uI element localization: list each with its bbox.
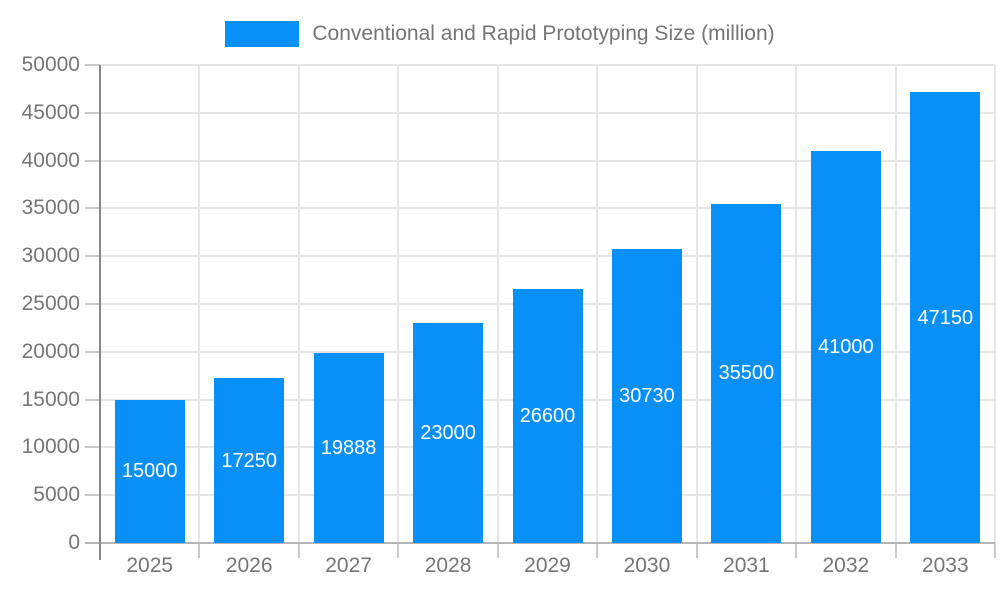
y-tick	[85, 111, 100, 114]
y-gridline	[100, 64, 995, 66]
y-tick	[85, 159, 100, 162]
x-axis-label: 2026	[225, 554, 273, 577]
x-gridline	[496, 65, 499, 543]
x-gridline	[994, 65, 996, 543]
x-gridline	[894, 65, 897, 543]
y-tick	[85, 303, 100, 305]
y-axis-label: 10000	[21, 435, 80, 459]
x-tick	[695, 543, 698, 558]
y-axis-line	[99, 65, 101, 560]
y-axis-label: 50000	[21, 53, 80, 76]
bar-value-label: 30730	[619, 385, 675, 408]
bar[interactable]: 30730	[611, 249, 682, 543]
y-gridline	[100, 159, 995, 162]
y-axis-label: 30000	[21, 244, 80, 268]
y-axis-label: 25000	[21, 292, 80, 315]
bar-value-label: 15000	[121, 460, 178, 483]
x-tick	[994, 543, 996, 558]
x-axis-line	[85, 542, 995, 544]
y-tick	[85, 446, 100, 449]
x-tick	[297, 543, 300, 558]
x-axis-label: 2030	[623, 554, 671, 577]
x-gridline	[795, 65, 798, 543]
x-tick	[397, 543, 400, 558]
x-axis-label: 2032	[822, 554, 870, 577]
y-axis-label: 0	[68, 531, 80, 554]
y-gridline	[100, 255, 995, 258]
y-tick	[85, 494, 100, 497]
x-gridline	[695, 65, 698, 543]
bar[interactable]: 41000	[810, 151, 881, 543]
bar[interactable]: 17250	[214, 378, 285, 543]
bar-value-label: 19888	[320, 436, 377, 459]
x-axis-label: 2028	[424, 554, 472, 577]
bar[interactable]: 15000	[114, 399, 185, 543]
y-tick	[85, 350, 100, 353]
y-tick	[85, 207, 100, 210]
bar[interactable]: 23000	[413, 323, 484, 543]
bar-value-label: 41000	[818, 336, 874, 358]
x-tick	[198, 543, 201, 558]
y-gridline	[100, 207, 995, 210]
y-tick	[85, 64, 100, 66]
chart-legend: Conventional and Rapid Prototyping Size …	[0, 20, 1000, 48]
bar[interactable]: 47150	[910, 92, 981, 543]
y-axis-label: 5000	[33, 483, 80, 507]
x-axis-label: 2033	[921, 554, 969, 577]
x-axis-label: 2027	[325, 554, 372, 577]
x-axis-label: 2031	[723, 554, 770, 577]
y-axis-label: 15000	[21, 387, 80, 411]
x-gridline	[198, 65, 201, 543]
bar-value-label: 35500	[718, 362, 775, 385]
bar[interactable]: 26600	[512, 288, 583, 543]
x-tick	[795, 543, 798, 558]
legend-label: Conventional and Rapid Prototyping Size …	[312, 22, 775, 45]
bar[interactable]: 35500	[711, 203, 782, 543]
y-axis-label: 20000	[21, 339, 80, 363]
bar-value-label: 17250	[221, 449, 277, 472]
y-axis-label: 45000	[21, 100, 80, 124]
y-axis-label: 40000	[21, 148, 80, 172]
bar-value-label: 47150	[917, 306, 974, 329]
x-axis-label: 2025	[126, 554, 174, 577]
bar[interactable]: 19888	[313, 352, 384, 543]
legend-swatch-icon	[225, 21, 300, 47]
x-gridline	[297, 65, 300, 543]
y-tick	[85, 398, 100, 401]
x-tick	[496, 543, 499, 558]
bar-value-label: 26600	[519, 404, 576, 427]
x-tick	[894, 543, 897, 558]
x-axis-label: 2029	[524, 554, 571, 577]
bar-value-label: 23000	[420, 422, 476, 445]
y-gridline	[100, 111, 995, 114]
y-tick	[85, 255, 100, 258]
x-tick	[596, 543, 599, 558]
x-gridline	[596, 65, 599, 543]
y-axis-label: 35000	[21, 196, 80, 220]
x-gridline	[397, 65, 400, 543]
